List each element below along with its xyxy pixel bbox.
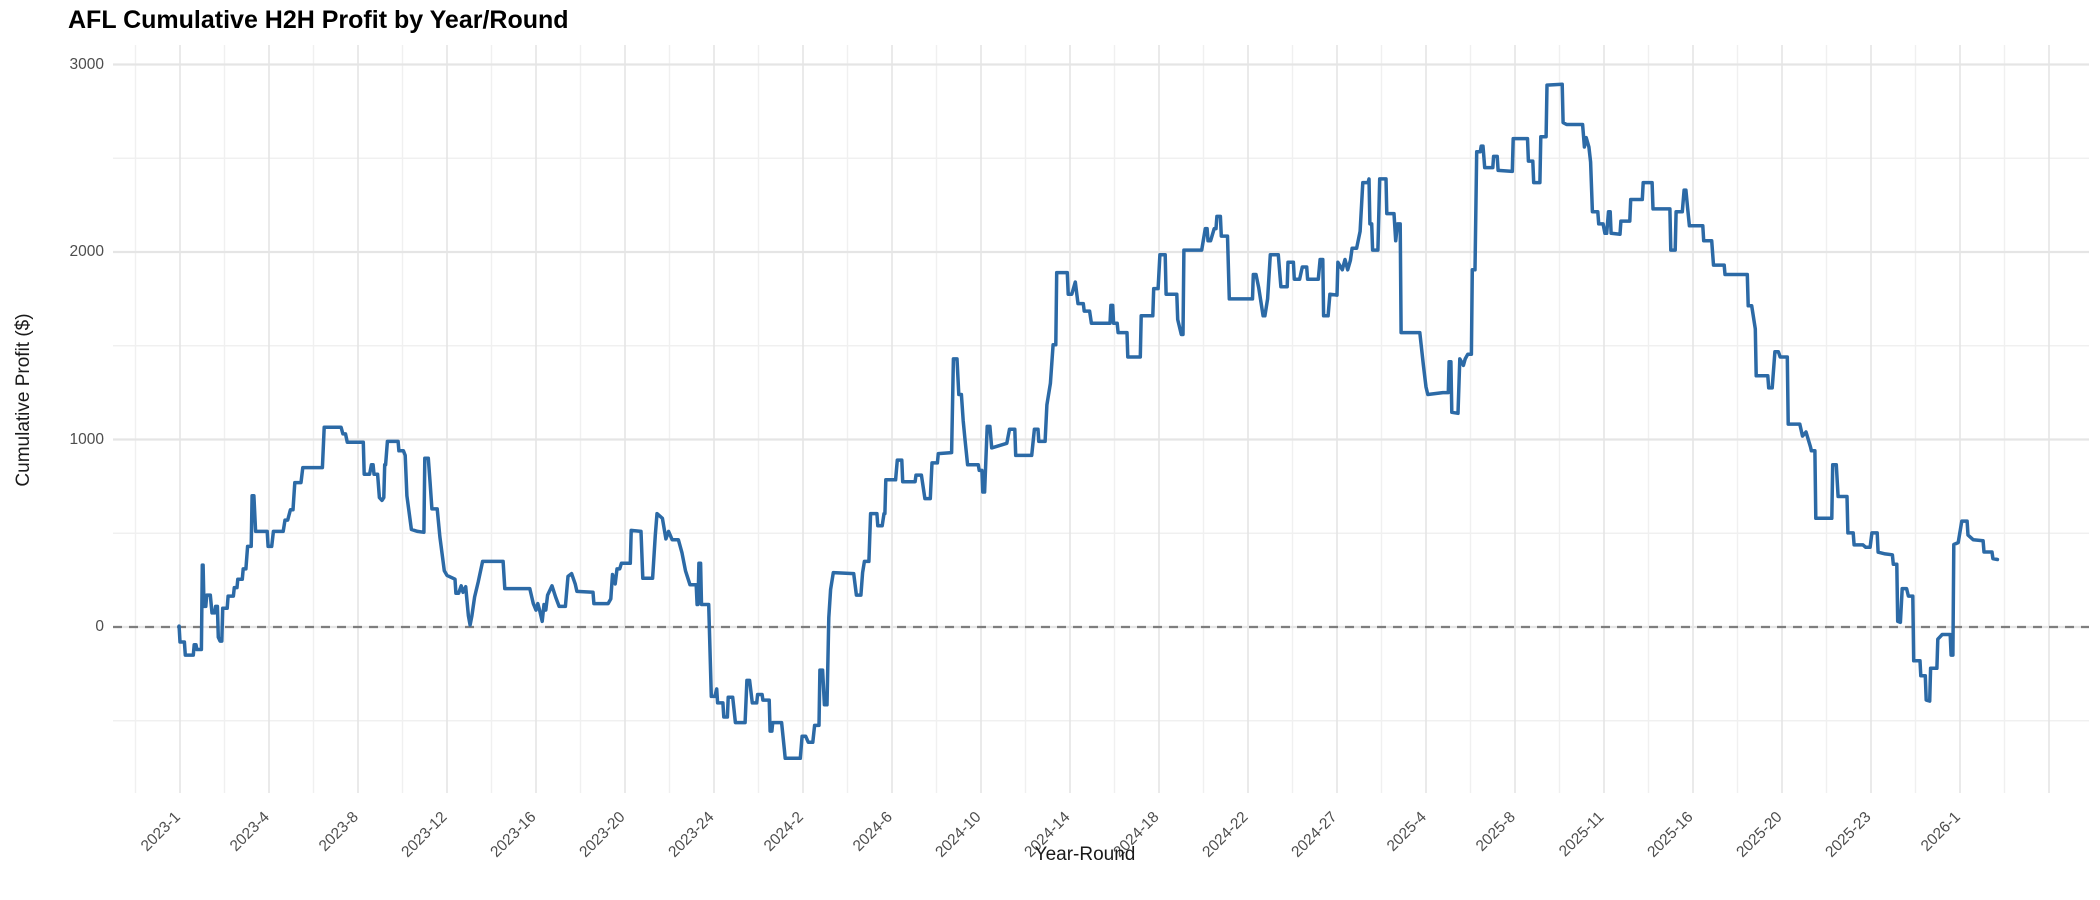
y-tick-label: 2000 <box>69 243 104 260</box>
minor-gridlines <box>113 45 2089 793</box>
y-tick-label: 3000 <box>69 55 104 73</box>
profit-line <box>177 82 2000 761</box>
y-tick-label: 0 <box>95 618 104 635</box>
y-tick-label: 1000 <box>69 430 104 448</box>
major-gridlines <box>113 45 2089 793</box>
chart-title: AFL Cumulative H2H Profit by Year/Round <box>68 6 569 34</box>
x-axis-title: Year-Round <box>1034 844 1136 865</box>
y-axis-title: Cumulative Profit ($) <box>13 313 34 487</box>
